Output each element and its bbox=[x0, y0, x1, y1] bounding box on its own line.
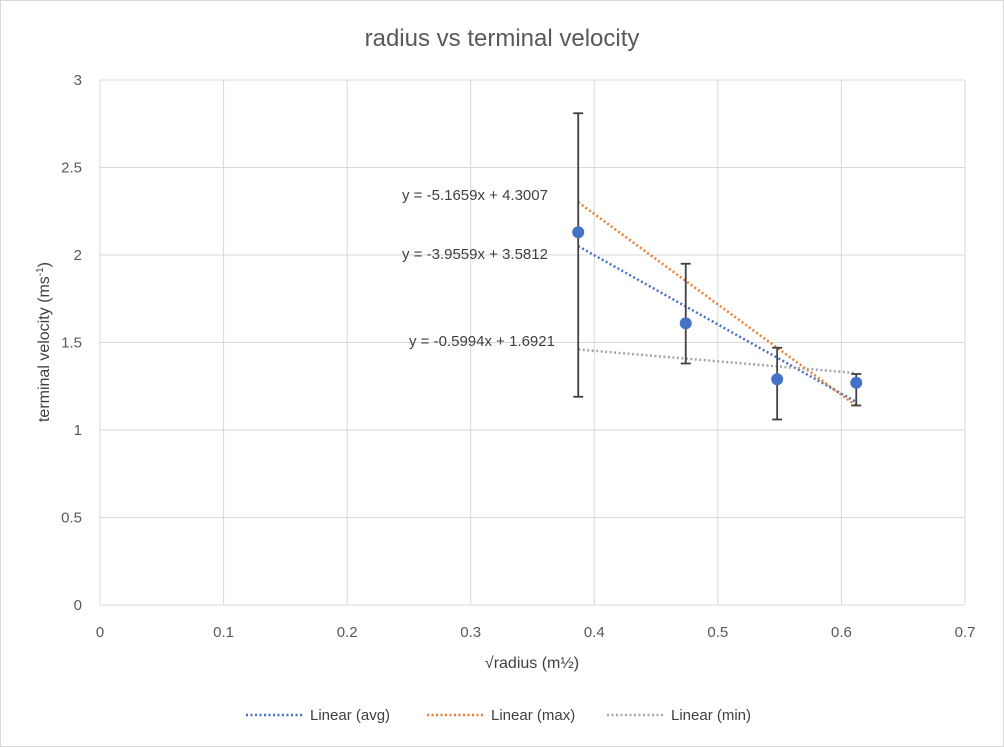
y-axis-label-main: terminal velocity (ms bbox=[36, 276, 53, 422]
data-point bbox=[679, 317, 692, 330]
data-point bbox=[850, 376, 863, 389]
x-tick-label: 0.1 bbox=[213, 624, 234, 641]
legend-label: Linear (max) bbox=[491, 707, 575, 724]
chart-title: radius vs terminal velocity bbox=[365, 25, 640, 52]
y-axis-label-superscript: -1 bbox=[35, 267, 46, 276]
trendline-equation: y = -3.9559x + 3.5812 bbox=[402, 246, 548, 263]
legend: Linear (avg) Linear (max) Linear (min) bbox=[246, 707, 751, 724]
legend-item: Linear (min) bbox=[607, 707, 751, 724]
data-points bbox=[572, 226, 863, 389]
y-axis-tick-labels: 0 0.5 1 1.5 2 2.5 3 bbox=[61, 72, 82, 614]
x-axis-label: √radius (m½) bbox=[485, 655, 579, 672]
data-point bbox=[572, 226, 585, 239]
data-point bbox=[771, 373, 784, 386]
trendline-equation: y = -0.5994x + 1.6921 bbox=[409, 333, 555, 350]
y-axis-label-close: ) bbox=[36, 262, 53, 267]
y-tick-label: 1 bbox=[74, 422, 82, 439]
trendline-avg bbox=[577, 245, 857, 404]
legend-label: Linear (min) bbox=[671, 707, 751, 724]
y-tick-label: 0 bbox=[74, 597, 82, 614]
error-bar bbox=[680, 262, 691, 365]
y-tick-label: 0.5 bbox=[61, 510, 82, 527]
x-tick-label: 0.5 bbox=[707, 624, 728, 641]
trendline-equations: y = -3.9559x + 3.5812 y = -5.1659x + 4.30… bbox=[402, 187, 555, 350]
error-bars bbox=[573, 112, 862, 421]
y-tick-label: 1.5 bbox=[61, 335, 82, 352]
y-tick-label: 2.5 bbox=[61, 160, 82, 177]
y-axis-label: terminal velocity (ms-1) bbox=[35, 262, 53, 422]
x-tick-label: 0.3 bbox=[460, 624, 481, 641]
legend-item: Linear (max) bbox=[427, 707, 575, 724]
trendline-max bbox=[577, 201, 857, 407]
gridlines bbox=[99, 79, 966, 606]
x-axis-tick-labels: 0 0.1 0.2 0.3 0.4 0.5 0.6 0.7 bbox=[96, 624, 976, 641]
trendline-min bbox=[578, 348, 857, 375]
error-bar bbox=[573, 112, 584, 398]
x-tick-label: 0 bbox=[96, 624, 104, 641]
y-tick-label: 2 bbox=[74, 247, 82, 264]
legend-label: Linear (avg) bbox=[310, 707, 390, 724]
x-tick-label: 0.7 bbox=[955, 624, 976, 641]
x-tick-label: 0.4 bbox=[584, 624, 605, 641]
y-tick-label: 3 bbox=[74, 72, 82, 89]
x-tick-label: 0.2 bbox=[337, 624, 358, 641]
trendline-equation: y = -5.1659x + 4.3007 bbox=[402, 187, 548, 204]
legend-item: Linear (avg) bbox=[246, 707, 390, 724]
x-tick-label: 0.6 bbox=[831, 624, 852, 641]
trendlines bbox=[577, 201, 857, 407]
